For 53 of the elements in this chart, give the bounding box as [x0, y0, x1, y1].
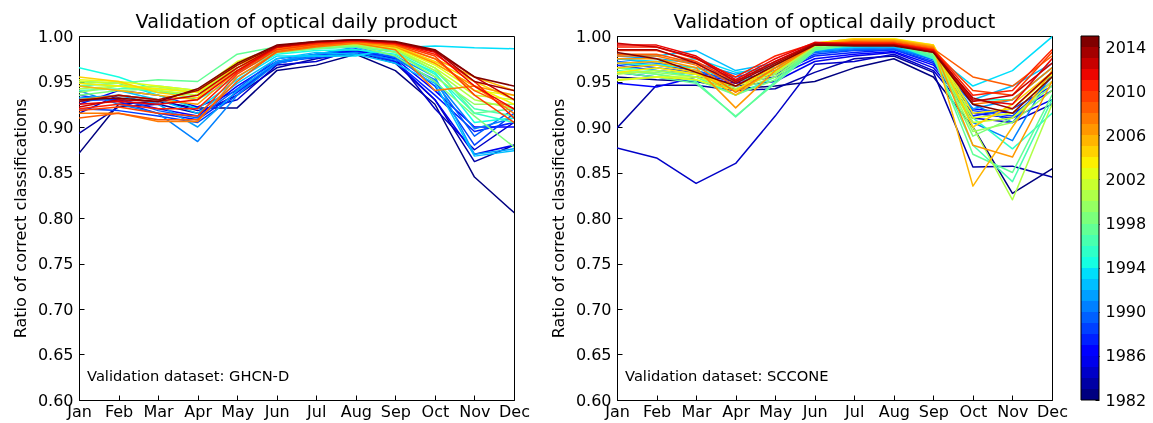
y-axis-title: Ratio of correct classifications	[548, 98, 568, 339]
y-tick-label: 0.75	[37, 254, 74, 273]
x-tick-label: Dec	[1037, 401, 1068, 421]
x-tick-label: Apr	[184, 401, 213, 421]
x-tick-label: Jun	[801, 401, 828, 421]
color-bar-label: 1994	[1105, 258, 1147, 278]
x-tick-label: Feb	[104, 401, 134, 421]
y-tick-label: 1.00	[575, 26, 612, 46]
color-bar-label: 1998	[1105, 214, 1147, 234]
y-tick-label: 0.85	[575, 163, 612, 182]
x-tick-label: Sep	[918, 401, 949, 421]
x-tick-label: May	[221, 401, 255, 421]
y-tick-label: 0.90	[37, 117, 74, 137]
x-tick-label: Oct	[421, 401, 450, 421]
annotation: Validation dataset: SCCONE	[625, 367, 829, 384]
y-tick-label: 0.75	[575, 254, 612, 273]
x-tick-label: Mar	[143, 401, 175, 421]
color-bar-label: 2006	[1105, 125, 1147, 145]
color-bar-label: 1990	[1105, 302, 1147, 322]
x-tick-label: Aug	[878, 401, 910, 421]
x-tick-label: Nov	[997, 401, 1029, 421]
x-tick-label: Aug	[340, 401, 372, 421]
x-tick-label: Apr	[722, 401, 751, 421]
y-tick-label: 0.80	[37, 208, 74, 228]
x-tick-label: Sep	[380, 401, 411, 421]
annotation: Validation dataset: GHCN-D	[87, 367, 290, 384]
y-tick-label: 0.95	[37, 72, 74, 91]
x-tick-label: Mar	[681, 401, 713, 421]
y-tick-label: 1.00	[37, 26, 74, 46]
color-bar-label: 1982	[1105, 390, 1147, 410]
x-tick-label: Dec	[499, 401, 530, 421]
color-bar-label: 1986	[1105, 346, 1147, 366]
x-tick-label: Nov	[459, 401, 491, 421]
color-bar-label: 2002	[1105, 169, 1147, 189]
y-tick-label: 0.65	[575, 345, 612, 364]
y-axis-title: Ratio of correct classifications	[10, 98, 30, 339]
color-bar-label: 2010	[1105, 81, 1147, 101]
color-bar-label: 2014	[1105, 37, 1147, 57]
y-tick-label: 0.65	[37, 345, 74, 364]
y-tick-label: 0.85	[37, 163, 74, 182]
x-tick-label: Jul	[844, 401, 865, 421]
x-tick-label: Jul	[306, 401, 327, 421]
chart-title: Validation of optical daily product	[673, 9, 996, 33]
y-tick-label: 0.70	[575, 299, 612, 319]
y-tick-label: 0.80	[575, 208, 612, 228]
x-tick-label: Feb	[642, 401, 672, 421]
x-tick-label: Jun	[263, 401, 290, 421]
y-tick-label: 0.90	[575, 117, 612, 137]
y-tick-label: 0.70	[37, 299, 74, 319]
chart-title: Validation of optical daily product	[135, 9, 458, 33]
y-tick-label: 0.95	[575, 72, 612, 91]
x-tick-label: Oct	[959, 401, 988, 421]
x-tick-label: May	[759, 401, 793, 421]
